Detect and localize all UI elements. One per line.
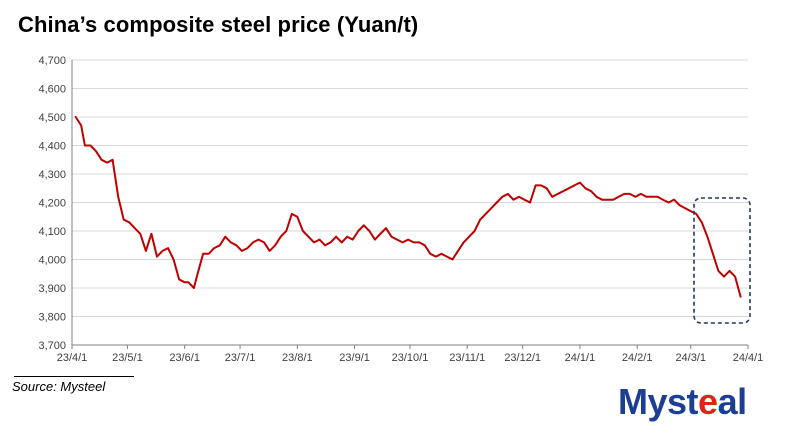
mysteel-logo: Mysteal [618,381,747,422]
x-tick-label: 23/4/1 [57,352,88,364]
y-tick-label: 3,800 [38,312,66,324]
highlight-box [693,197,751,324]
y-tick-label: 4,400 [38,141,66,153]
y-tick-label: 4,300 [38,169,66,181]
y-tick-label: 4,000 [38,255,66,267]
axes [71,60,749,349]
y-tick-label: 4,500 [38,112,66,124]
x-tick-label: 24/3/1 [675,352,706,364]
x-tick-label: 24/2/1 [622,352,653,364]
x-tick-label: 23/9/1 [339,352,370,364]
x-tick-label: 23/7/1 [225,352,256,364]
x-tick-label: 23/5/1 [112,352,143,364]
source-note: Source: Mysteel [12,379,106,394]
source-divider [14,376,134,377]
x-tick-label: 24/4/1 [733,352,764,364]
chart-title: China’s composite steel price (Yuan/t) [18,12,419,37]
y-tick-label: 3,900 [38,283,66,295]
x-tick-labels: 23/4/1 23/5/1 23/6/1 23/7/1 23/8/1 23/9/1 23/1… [57,352,764,364]
y-tick-label: 4,200 [38,198,66,210]
x-tick-label: 23/11/1 [449,352,485,364]
x-tick-label: 23/8/1 [282,352,313,364]
x-tick-label: 23/12/1 [504,352,541,364]
y-tick-label: 3,700 [38,340,66,352]
x-tick-label: 23/6/1 [169,352,200,364]
series-lines [74,116,742,298]
line-chart: 3,700 3,800 3,900 4,000 4,100 4,200 4,300 4,400… [38,55,764,364]
y-tick-label: 4,700 [38,55,66,67]
x-tick-label: 23/10/1 [392,352,429,364]
grid-lines [72,59,748,346]
x-tick-label: 24/1/1 [565,352,596,364]
y-tick-label: 4,100 [38,226,66,238]
y-tick-labels: 3,700 3,800 3,900 4,000 4,100 4,200 4,300 4,400… [38,55,66,352]
y-tick-label: 4,600 [38,84,66,96]
price-line [74,116,742,298]
